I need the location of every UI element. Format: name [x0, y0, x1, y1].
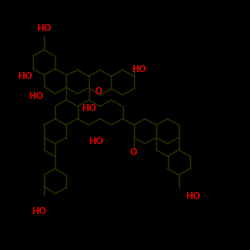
Text: O: O	[130, 148, 138, 157]
Text: HO: HO	[81, 104, 96, 113]
Text: HO: HO	[17, 72, 33, 81]
Text: HO: HO	[36, 24, 52, 33]
Text: HO: HO	[131, 66, 146, 74]
Text: HO: HO	[185, 192, 200, 201]
Text: O: O	[95, 87, 103, 96]
Text: HO: HO	[88, 137, 104, 146]
Text: HO: HO	[28, 92, 44, 101]
Text: HO: HO	[31, 207, 46, 216]
